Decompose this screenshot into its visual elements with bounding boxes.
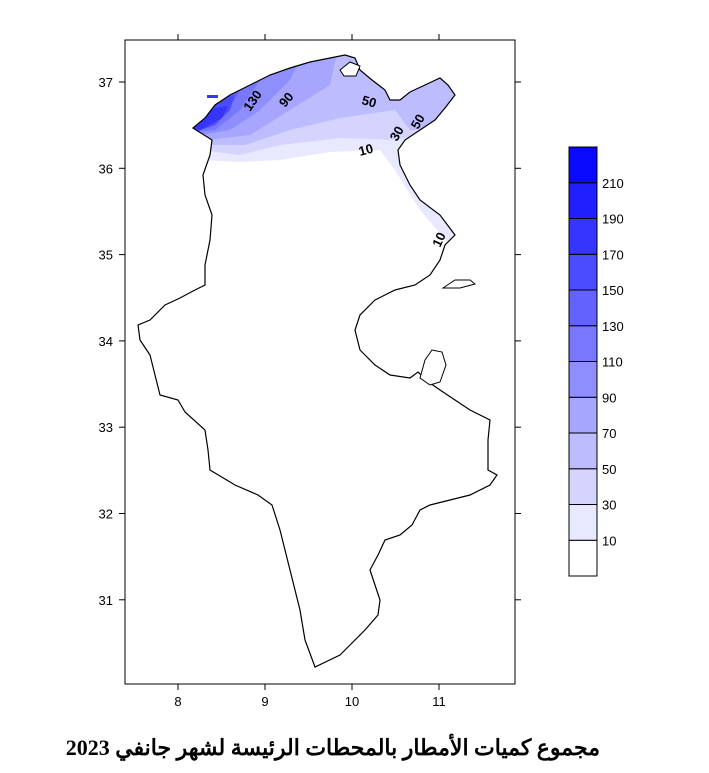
legend-swatch xyxy=(568,325,598,362)
legend-level-label: 210 xyxy=(602,176,624,191)
y-tick-label: 32 xyxy=(99,507,113,522)
legend-level-label: 30 xyxy=(602,498,616,513)
cap-bon-lagoon xyxy=(339,61,361,77)
legend-swatch xyxy=(568,361,598,398)
legend-swatch xyxy=(568,218,598,255)
y-tick-label: 35 xyxy=(99,248,113,263)
legend-level-label: 110 xyxy=(602,355,623,370)
y-tick-label: 36 xyxy=(99,161,113,176)
contour-label-50: 50 xyxy=(360,92,378,110)
contour-label-10: 10 xyxy=(357,141,375,159)
legend-level-label: 70 xyxy=(602,426,616,441)
legend-level-label: 90 xyxy=(602,390,616,405)
legend-level-label: 170 xyxy=(602,247,624,262)
map-title: مجموع كميات الأمطار بالمحطات الرئيسة لشه… xyxy=(65,735,600,760)
color-legend: 10 30 50 70 90 110 130 150 170 190 210 xyxy=(568,146,624,577)
legend-swatch xyxy=(568,468,598,505)
y-tick-label: 34 xyxy=(99,334,113,349)
legend-swatch xyxy=(568,539,598,577)
lake-mark xyxy=(207,95,218,98)
x-tick-label: 8 xyxy=(174,694,181,709)
legend-swatch xyxy=(568,289,598,327)
legend-swatch xyxy=(568,182,598,219)
legend-level-label: 130 xyxy=(602,319,624,334)
kerkennah-islands xyxy=(441,279,477,289)
legend-level-label: 150 xyxy=(602,283,624,298)
legend-swatch xyxy=(568,146,598,184)
axes: 8 9 10 11 31 32 33 34 35 36 37 xyxy=(99,34,521,709)
band-170-190 xyxy=(190,106,228,130)
x-tick-label: 9 xyxy=(261,694,268,709)
legend-swatch xyxy=(568,504,598,541)
map-frame xyxy=(124,39,516,685)
legend-level-label: 10 xyxy=(602,533,616,548)
djerba-island xyxy=(419,349,447,386)
legend-swatch xyxy=(568,432,598,470)
legend-level-label: 190 xyxy=(602,212,624,227)
x-tick-label: 10 xyxy=(345,694,359,709)
contour-label-30: 30 xyxy=(387,123,407,143)
contour-label-50-east: 50 xyxy=(408,111,428,131)
rainfall-bands xyxy=(180,55,470,245)
contour-label-10-sahel: 10 xyxy=(429,230,449,249)
legend-swatch xyxy=(568,253,598,291)
legend-level-label: 50 xyxy=(602,462,616,477)
legend-swatch xyxy=(568,396,598,434)
y-tick-label: 31 xyxy=(99,593,113,608)
x-tick-label: 11 xyxy=(432,694,446,709)
y-tick-label: 33 xyxy=(99,420,113,435)
y-tick-label: 37 xyxy=(99,75,113,90)
